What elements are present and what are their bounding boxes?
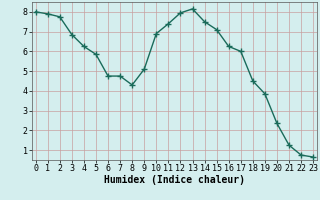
- X-axis label: Humidex (Indice chaleur): Humidex (Indice chaleur): [104, 175, 245, 185]
